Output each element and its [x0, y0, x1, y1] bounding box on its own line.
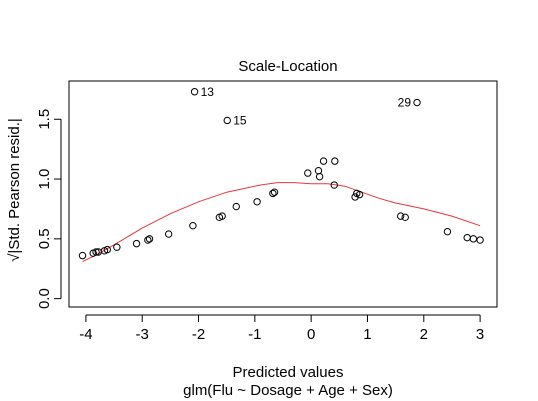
data-point — [145, 235, 154, 243]
data-point — [319, 157, 328, 165]
data-point — [401, 213, 409, 222]
y-tick-label: 1.0 — [36, 169, 53, 190]
y-tick-label: 0.5 — [36, 228, 53, 249]
data-point — [78, 251, 87, 260]
data-point — [113, 243, 121, 251]
data-point — [315, 172, 324, 181]
data-point — [253, 198, 261, 206]
smoother-layer — [82, 182, 481, 263]
data-point — [92, 248, 100, 256]
data-point — [304, 169, 312, 177]
x-tick-label: 1 — [363, 326, 371, 343]
data-point — [331, 157, 339, 165]
x-tick-label: -1 — [248, 326, 261, 343]
x-tick-label: -2 — [192, 326, 205, 343]
data-point — [270, 188, 279, 196]
data-point — [132, 239, 141, 248]
data-point — [463, 233, 471, 242]
data-point — [103, 245, 111, 254]
data-point — [190, 88, 199, 96]
data-point — [223, 116, 231, 125]
x-axis-label: Predicted values — [233, 364, 344, 381]
data-point — [355, 190, 364, 199]
data-point — [330, 181, 338, 189]
data-point — [218, 212, 226, 220]
data-point — [351, 193, 359, 201]
data-point — [189, 221, 197, 230]
y-tick-label: 1.5 — [36, 109, 53, 130]
y-tick-label: 0.0 — [36, 288, 53, 309]
x-tick-label: 0 — [307, 326, 315, 343]
x-tick-label: 2 — [420, 326, 428, 343]
data-point — [269, 189, 277, 198]
point-label: 13 — [201, 85, 215, 99]
data-point — [397, 212, 405, 220]
y-axis-label: √|Std. Pearson resid.| — [6, 118, 23, 262]
plot-frame — [68, 80, 498, 308]
data-point — [413, 98, 421, 107]
data-point — [232, 202, 240, 211]
chart-title: Scale-Location — [238, 58, 337, 75]
point-label: 15 — [233, 113, 247, 127]
data-point — [443, 227, 452, 236]
x-axis: -4 -3 -2 -1 0 1 2 3 — [79, 314, 484, 343]
points-layer: 13 15 29 — [78, 85, 484, 260]
data-point — [314, 166, 323, 175]
data-point — [476, 236, 484, 244]
x-tick-label: -4 — [79, 326, 92, 343]
y-axis: 0.0 0.5 1.0 1.5 — [36, 109, 62, 309]
data-point — [469, 235, 478, 243]
chart-subtitle: glm(Flu ~ Dosage + Age + Sex) — [183, 382, 393, 399]
data-point — [144, 236, 152, 244]
x-tick-label: 3 — [476, 326, 484, 343]
data-point — [164, 230, 173, 238]
x-tick-label: -3 — [136, 326, 149, 343]
smoother-line — [82, 182, 481, 263]
point-label: 29 — [398, 96, 412, 110]
